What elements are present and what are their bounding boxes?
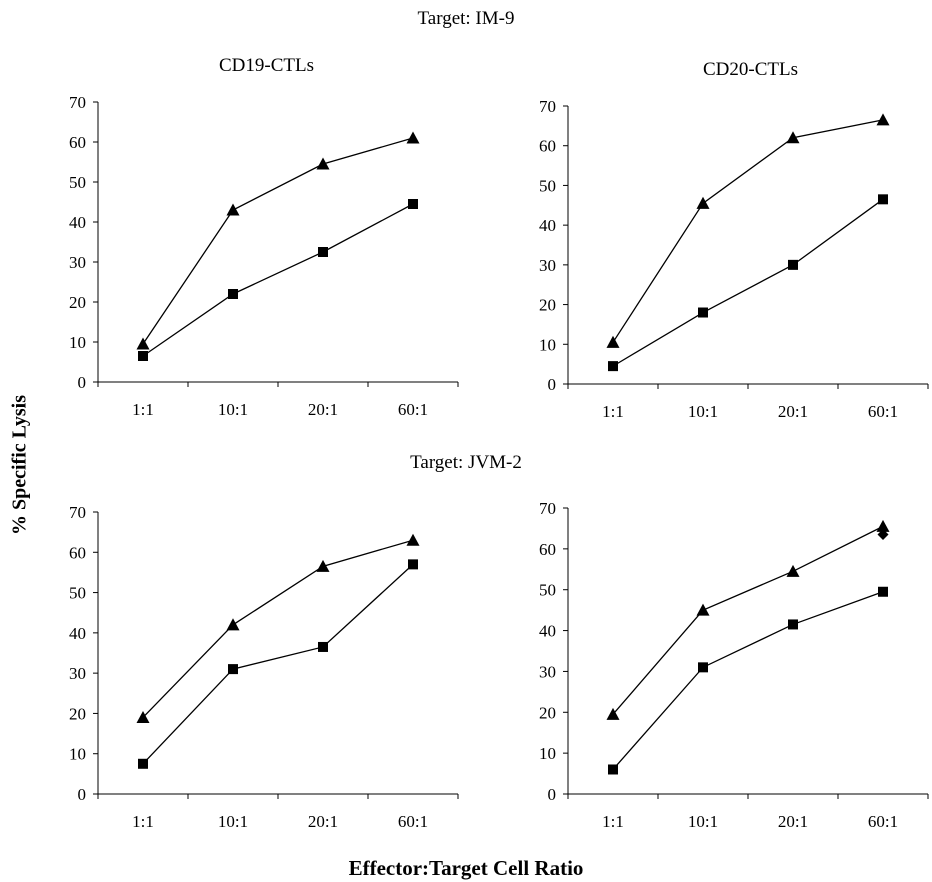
y-tick-label: 70 — [69, 503, 86, 522]
panel-title-cd19: CD19-CTLs — [219, 55, 314, 76]
data-point-triangle — [406, 131, 420, 144]
y-tick-label: 0 — [78, 373, 87, 392]
data-point-square — [408, 559, 418, 570]
y-tick-label: 30 — [539, 256, 556, 275]
y-tick-label: 10 — [539, 335, 556, 354]
data-point-triangle — [136, 337, 150, 350]
data-point-square — [698, 307, 708, 318]
data-point-triangle — [136, 710, 150, 723]
x-axis-label: Effector:Target Cell Ratio — [348, 856, 584, 880]
y-tick-label: 30 — [69, 664, 86, 683]
panel-title-cd20: CD20-CTLs — [703, 59, 798, 80]
series-line-triangle — [142, 539, 414, 718]
data-point-triangle — [696, 196, 710, 209]
y-tick-label: 0 — [78, 785, 87, 804]
x-tick-label: 20:1 — [308, 400, 338, 419]
y-tick-label: 0 — [548, 785, 557, 804]
y-tick-label: 60 — [539, 137, 556, 156]
y-tick-label: 10 — [539, 744, 556, 763]
y-tick-label: 30 — [539, 662, 556, 681]
data-point-square — [408, 199, 418, 209]
y-tick-label: 70 — [539, 499, 556, 518]
data-point-triangle — [696, 603, 710, 616]
x-tick-label: 1:1 — [132, 400, 154, 419]
x-tick-label: 60:1 — [398, 400, 428, 419]
data-point-square — [878, 194, 888, 205]
y-tick-label: 20 — [69, 293, 86, 312]
y-tick-label: 40 — [539, 622, 556, 641]
y-tick-label: 10 — [69, 333, 86, 352]
data-point-square — [138, 758, 148, 769]
y-tick-label: 30 — [69, 253, 86, 272]
y-tick-label: 40 — [69, 213, 86, 232]
y-tick-label: 70 — [539, 97, 556, 116]
y-tick-label: 50 — [69, 584, 86, 603]
x-tick-label: 1:1 — [602, 402, 624, 421]
y-tick-label: 40 — [69, 624, 86, 643]
data-point-square — [788, 259, 798, 270]
data-point-triangle — [226, 203, 240, 216]
series-line-triangle — [612, 119, 884, 343]
series-line-square — [142, 203, 414, 357]
y-tick-label: 50 — [539, 176, 556, 195]
x-tick-label: 10:1 — [688, 812, 718, 831]
series-line-triangle — [142, 137, 414, 345]
x-tick-label: 1:1 — [132, 812, 154, 831]
x-tick-label: 10:1 — [218, 812, 248, 831]
series-line-triangle — [612, 525, 884, 715]
data-point-triangle — [316, 157, 330, 170]
y-tick-label: 10 — [69, 745, 86, 764]
x-tick-label: 60:1 — [868, 402, 898, 421]
data-point-square — [138, 351, 148, 361]
y-tick-label: 0 — [548, 375, 557, 394]
data-point-square — [878, 586, 888, 597]
data-point-triangle — [876, 519, 890, 532]
y-tick-label: 20 — [69, 704, 86, 723]
y-tick-label: 60 — [69, 133, 86, 152]
data-point-triangle — [606, 707, 620, 720]
data-point-square — [608, 361, 618, 372]
top-target-title: Target: IM-9 — [417, 8, 515, 29]
x-tick-label: 1:1 — [602, 812, 624, 831]
y-tick-label: 60 — [539, 540, 556, 559]
data-point-diamond — [877, 529, 889, 541]
y-tick-label: 70 — [69, 93, 86, 112]
x-tick-label: 20:1 — [778, 402, 808, 421]
y-tick-label: 20 — [539, 703, 556, 722]
data-point-square — [228, 289, 238, 299]
x-tick-label: 20:1 — [308, 812, 338, 831]
data-point-square — [318, 247, 328, 257]
middle-target-title: Target: JVM-2 — [410, 452, 522, 473]
data-point-square — [318, 641, 328, 652]
data-point-triangle — [226, 618, 240, 631]
y-tick-label: 20 — [539, 296, 556, 315]
x-tick-label: 10:1 — [218, 400, 248, 419]
y-tick-label: 60 — [69, 543, 86, 562]
data-point-triangle — [316, 559, 330, 572]
y-tick-label: 50 — [539, 581, 556, 600]
data-point-triangle — [606, 335, 620, 348]
data-point-square — [608, 764, 618, 775]
x-tick-label: 60:1 — [398, 812, 428, 831]
x-tick-label: 10:1 — [688, 402, 718, 421]
data-point-triangle — [876, 113, 890, 126]
x-tick-label: 60:1 — [868, 812, 898, 831]
data-point-triangle — [786, 131, 800, 144]
data-point-square — [698, 662, 708, 673]
data-point-triangle — [406, 533, 420, 546]
series-line-square — [612, 591, 884, 770]
series-line-square — [612, 198, 884, 367]
data-point-triangle — [786, 564, 800, 577]
y-tick-label: 40 — [539, 216, 556, 235]
data-point-square — [788, 619, 798, 630]
series-line-square — [142, 563, 414, 765]
data-point-square — [228, 664, 238, 675]
y-tick-label: 50 — [69, 173, 86, 192]
x-tick-label: 20:1 — [778, 812, 808, 831]
